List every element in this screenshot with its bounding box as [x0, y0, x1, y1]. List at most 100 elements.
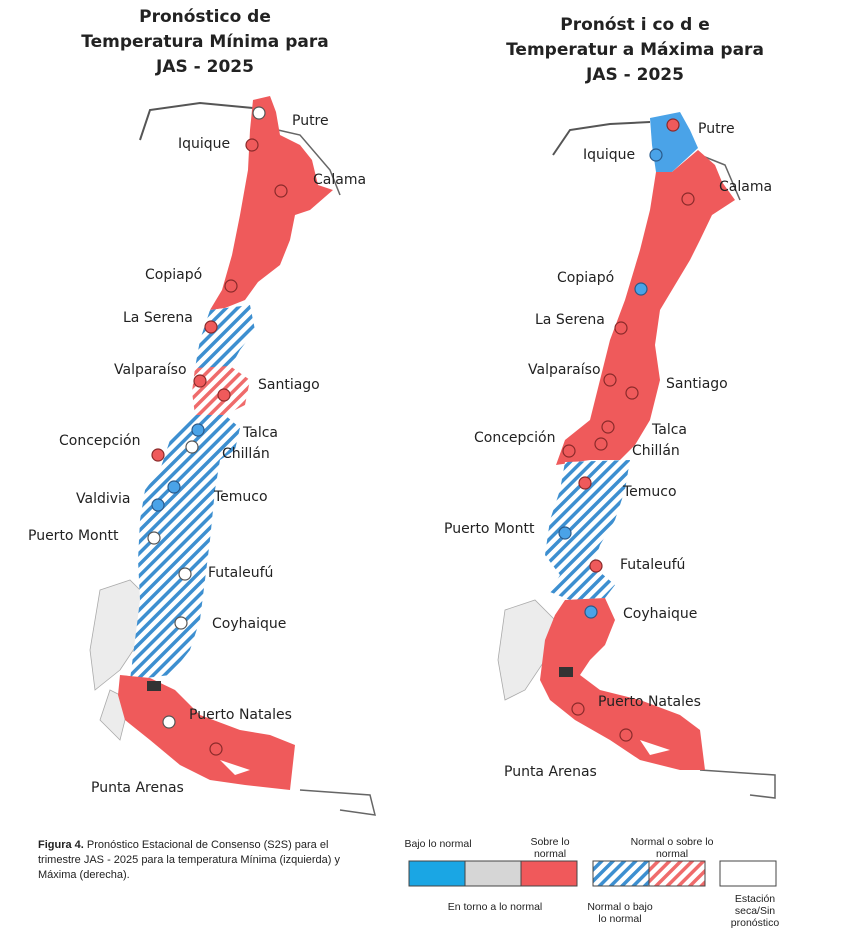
city-label: Puerto Montt: [28, 528, 119, 544]
legend-label-nor-above-2: normal: [655, 848, 689, 860]
city-label: Putre: [292, 113, 329, 129]
station-marker: [634, 282, 648, 296]
station-marker: [191, 423, 205, 437]
city-label: Temuco: [214, 489, 268, 505]
title-min-temperature: Pronóstico de Temperatura Mínima para JA…: [40, 5, 370, 80]
station-marker: [603, 373, 617, 387]
city-label: Copiapó: [557, 270, 615, 286]
station-marker: [167, 480, 181, 494]
city-label: Talca: [243, 425, 278, 441]
title-line: Temperatur a Máxima para: [506, 40, 764, 60]
station-marker: [625, 386, 639, 400]
city-label: Puerto Natales: [189, 707, 292, 723]
title-max-temperature: Pronóst i co d e Temperatur a Máxima par…: [470, 13, 800, 88]
station-marker: [562, 444, 576, 458]
legend-swatch-normal: [464, 860, 522, 887]
city-label: Iquique: [583, 147, 636, 163]
caption-text: Pronóstico Estacional de Consenso (S2S) …: [38, 839, 341, 881]
station-marker: [584, 605, 598, 619]
station-marker: [558, 526, 572, 540]
title-line: JAS - 2025: [586, 65, 684, 85]
city-label: Concepción: [474, 430, 556, 446]
stations-minimum: [147, 106, 288, 756]
legend-label-dry-2: seca/Sin: [734, 905, 776, 917]
legend-label-normal: En torno a lo normal: [447, 901, 543, 913]
station-marker: [571, 702, 585, 716]
station-marker: [649, 148, 663, 162]
station-marker: [178, 567, 192, 581]
city-label: Coyhaique: [623, 606, 698, 622]
station-marker: [681, 192, 695, 206]
legend-swatch-above: [520, 860, 578, 887]
city-label: Santiago: [666, 376, 728, 392]
legend-label-nor-below-2: lo normal: [598, 913, 642, 925]
station-marker: [578, 476, 592, 490]
station-marker: [162, 715, 176, 729]
station-marker: [252, 106, 266, 120]
city-label: Punta Arenas: [504, 764, 597, 780]
map-maximum: [497, 112, 776, 799]
legend-label-below: Bajo lo normal: [404, 838, 472, 850]
legend-swatches: [408, 860, 777, 887]
city-label: Chillán: [222, 446, 270, 462]
station-marker: [174, 616, 188, 630]
city-label: Calama: [313, 172, 367, 188]
station-marker: [245, 138, 259, 152]
city-label: Futaleufú: [620, 557, 686, 573]
legend-label-nor-below-1: Normal o bajo: [587, 901, 653, 913]
legend-label-above-2: normal: [533, 848, 567, 860]
city-label: Santiago: [258, 377, 320, 393]
legend-swatch-dry: [719, 860, 777, 887]
city-label: Chillán: [632, 443, 680, 459]
legend-label-dry-3: pronóstico: [730, 917, 780, 929]
city-label: Calama: [719, 179, 773, 195]
station-marker: [217, 388, 231, 402]
station-marker: [185, 440, 199, 454]
city-label: La Serena: [535, 312, 605, 328]
title-line: Temperatura Mínima para: [81, 32, 329, 52]
legend-label-above-1: Sobre lo: [530, 836, 570, 848]
station-marker: [147, 531, 161, 545]
station-marker: [204, 320, 218, 334]
title-line: Pronóst i co d e: [560, 15, 710, 35]
city-label: Puerto Montt: [444, 521, 535, 537]
maps-svg: [89, 96, 776, 816]
title-line: Pronóstico de: [139, 7, 271, 27]
city-label: Valparaíso: [528, 362, 601, 378]
city-label: Coyhaique: [212, 616, 287, 632]
city-label: Iquique: [178, 136, 231, 152]
station-marker: [274, 184, 288, 198]
station-marker: [193, 374, 207, 388]
station-marker: [209, 742, 223, 756]
title-line: JAS - 2025: [156, 57, 254, 77]
station-marker: [666, 118, 680, 132]
city-label: Temuco: [623, 484, 677, 500]
station-marker: [589, 559, 603, 573]
city-label: Concepción: [59, 433, 141, 449]
station-marker: [151, 448, 165, 462]
city-label: La Serena: [123, 310, 193, 326]
legend-swatch-normal-or-above: [648, 860, 706, 887]
legend-label-nor-above-1: Normal o sobre lo: [630, 836, 714, 848]
map-minimum: [89, 96, 376, 816]
figure-caption: Figura 4. Pronóstico Estacional de Conse…: [38, 838, 368, 883]
station-marker: [619, 728, 633, 742]
station-marker: [601, 420, 615, 434]
station-marker: [224, 279, 238, 293]
city-label: Futaleufú: [208, 565, 274, 581]
legend-label-dry-1: Estación: [734, 893, 776, 905]
city-label: Putre: [698, 121, 735, 137]
city-label: Copiapó: [145, 267, 203, 283]
station-marker: [614, 321, 628, 335]
station-marker: [151, 498, 165, 512]
city-label: Punta Arenas: [91, 780, 184, 796]
station-marker: [594, 437, 608, 451]
city-label: Valparaíso: [114, 362, 187, 378]
city-label: Talca: [652, 422, 687, 438]
city-label: Valdivia: [76, 491, 131, 507]
legend-swatch-below: [408, 860, 466, 887]
stations-maximum: [558, 118, 695, 742]
caption-label: Figura 4.: [38, 839, 84, 851]
legend-swatch-normal-or-below: [592, 860, 650, 887]
city-label: Puerto Natales: [598, 694, 701, 710]
